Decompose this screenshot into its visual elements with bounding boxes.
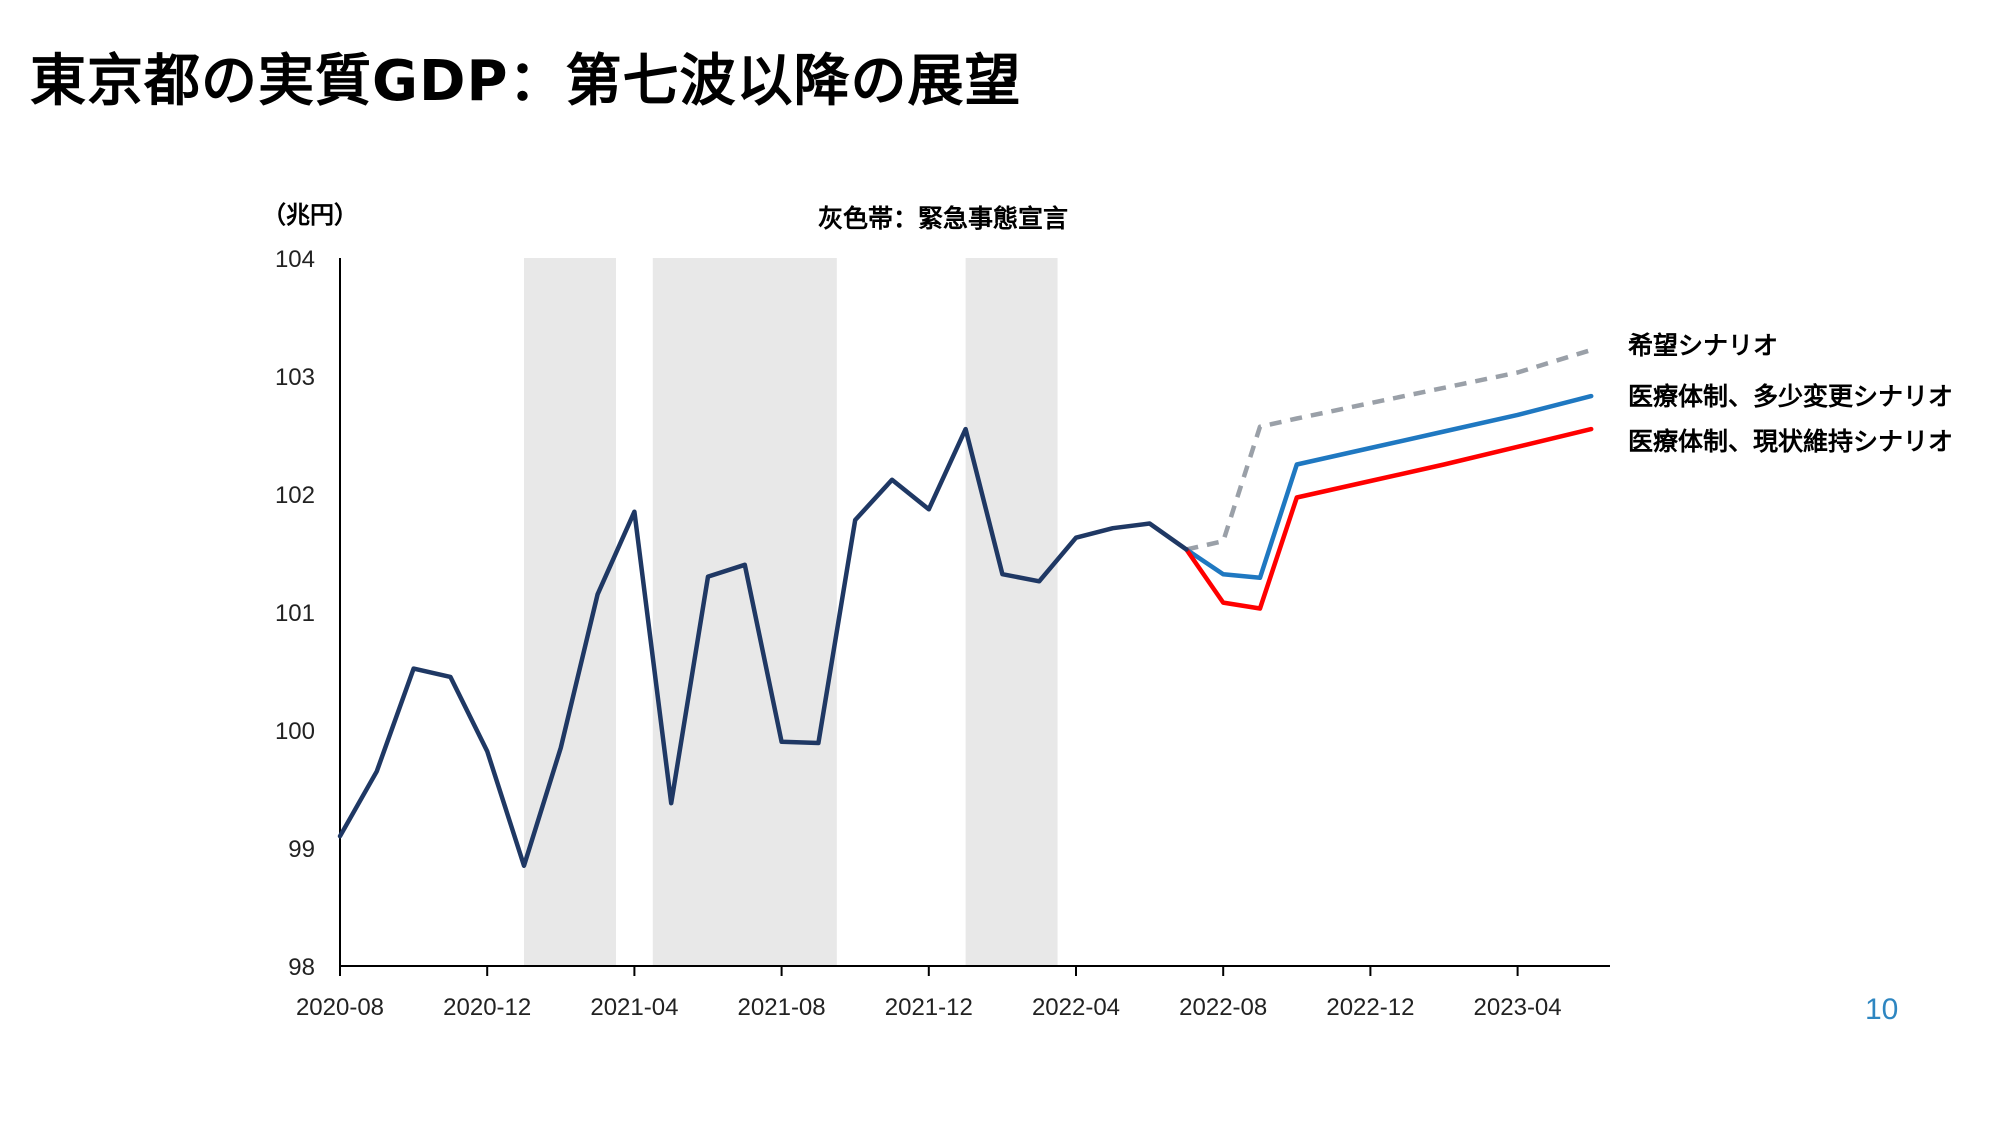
emergency-period-band: [965, 258, 1058, 966]
page-number: 10: [1865, 993, 1899, 1026]
series-layer: [337, 347, 1594, 868]
slide-title: 東京都の実質GDP：第七波以降の展望: [30, 49, 1022, 114]
x-tick-label: 2021-08: [738, 994, 826, 1021]
x-tick-label: 2020-08: [296, 994, 384, 1021]
series-label-maintain: 医療体制、現状維持シナリオ: [1628, 427, 1953, 456]
y-tick-label: 101: [275, 600, 315, 627]
shading-annotation: 灰色帯：緊急事態宣言: [818, 204, 1068, 233]
emergency-shading-layer: [524, 258, 1058, 966]
y-tick-label: 98: [288, 954, 315, 981]
series-label-hope: 希望シナリオ: [1628, 331, 1778, 360]
x-tick-label: 2021-04: [590, 994, 678, 1021]
x-ticks: 2020-08 2020-12 2021-04 2021-08 2021-12 2022-…: [296, 966, 1562, 1021]
emergency-period-band: [652, 258, 837, 966]
y-unit-label: （兆円）: [262, 201, 358, 229]
x-tick-label: 2022-12: [1326, 994, 1414, 1021]
x-tick-label: 2022-04: [1032, 994, 1120, 1021]
emergency-period-band: [524, 258, 616, 966]
series-line-improve: [1184, 393, 1594, 581]
y-tick-label: 102: [275, 482, 315, 509]
series-line-actual: [337, 426, 1189, 868]
x-tick-label: 2022-08: [1179, 994, 1267, 1021]
y-tick-label: 104: [275, 246, 315, 273]
axes: [339, 258, 1610, 967]
y-ticks: 98 99 100 101 102 103 104: [275, 246, 315, 981]
series-line-maintain: [1184, 426, 1594, 611]
y-tick-label: 100: [275, 718, 315, 745]
series-line-hope: [1185, 347, 1592, 552]
x-tick-label: 2023-04: [1474, 994, 1562, 1021]
x-tick-label: 2021-12: [885, 994, 973, 1021]
y-tick-label: 103: [275, 364, 315, 391]
x-tick-label: 2020-12: [443, 994, 531, 1021]
series-label-improve: 医療体制、多少変更シナリオ: [1628, 382, 1953, 411]
y-tick-label: 99: [288, 836, 315, 863]
